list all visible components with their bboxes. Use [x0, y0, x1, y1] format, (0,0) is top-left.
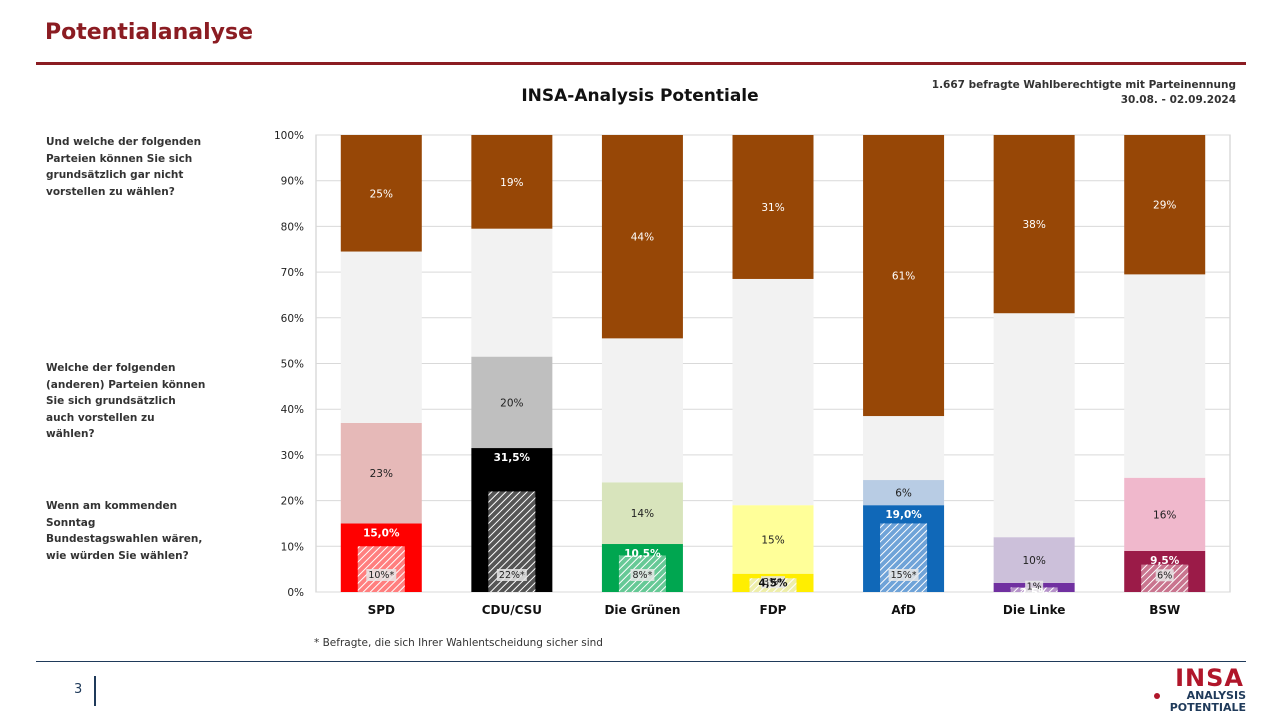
bar-potential-6: [1124, 477, 1206, 551]
vote-label-1: 31,5%: [494, 452, 531, 464]
potential-label-2: 14%: [631, 508, 654, 520]
bar-remainder-3: [732, 278, 814, 506]
question-potential: Welche der folgenden (anderen) Parteien …: [46, 362, 206, 440]
bar-not-vote-1: [471, 135, 553, 229]
sure-label-5: 1%: [1027, 582, 1042, 593]
survey-period-text: 30.08. - 02.09.2024: [1120, 94, 1236, 106]
x-category-label-5: Die Linke: [1003, 603, 1066, 617]
bar-remainder-5: [993, 313, 1075, 538]
y-tick-label: 50%: [281, 359, 304, 371]
not-vote-label-2: 44%: [631, 232, 654, 244]
sample-size-text: 1.667 befragte Wahlberechtigte mit Parte…: [931, 79, 1236, 91]
sure-label-bg-1: [496, 569, 527, 581]
bar-remainder-6: [1124, 274, 1206, 478]
y-tick-label: 70%: [281, 267, 304, 279]
bar-potential-2: [601, 482, 683, 545]
sure-label-3: 3%*: [763, 577, 783, 588]
page-number-bar: [94, 676, 96, 706]
vote-label-2: 10,5%: [624, 548, 661, 560]
sure-label-bg-0: [366, 569, 397, 581]
not-vote-label-3: 31%: [761, 202, 784, 214]
not-vote-label-5: 38%: [1022, 219, 1045, 231]
sure-label-4: 15%*: [891, 570, 917, 581]
bar-not-vote-2: [601, 135, 683, 339]
y-tick-label: 80%: [281, 221, 304, 233]
y-tick-label: 20%: [281, 496, 304, 508]
vote-label-5: 2,5%: [1020, 587, 1050, 599]
sure-label-6: 6%: [1157, 570, 1172, 581]
sure-label-0: 10%*: [368, 570, 394, 581]
y-tick-label: 100%: [274, 130, 304, 142]
potential-label-1: 20%: [500, 397, 523, 409]
sure-label-bg-2: [630, 569, 655, 581]
not-vote-label-4: 61%: [892, 271, 915, 283]
x-category-label-1: CDU/CSU: [482, 603, 542, 617]
x-category-label-2: Die Grünen: [604, 603, 680, 617]
x-category-label-6: BSW: [1149, 603, 1180, 617]
potential-label-0: 23%: [370, 468, 393, 480]
potential-label-4: 6%: [895, 488, 912, 500]
vote-label-0: 15,0%: [363, 527, 400, 539]
y-tick-label: 10%: [281, 541, 304, 553]
sure-label-bg-5: [1025, 580, 1044, 593]
not-vote-label-0: 25%: [370, 188, 393, 200]
bar-potential-3: [732, 505, 814, 574]
bar-not-vote-5: [993, 135, 1075, 314]
bar-remainder-0: [340, 251, 422, 423]
y-tick-label: 40%: [281, 404, 304, 416]
potential-label-6: 16%: [1153, 509, 1176, 521]
title-divider: [36, 62, 1246, 65]
bar-remainder-4: [863, 416, 945, 481]
page-number: 3: [74, 682, 83, 697]
sure-label-bg-6: [1155, 569, 1174, 582]
logo-subtitle-2: POTENTIALE: [1169, 701, 1246, 714]
vote-label-6: 9,5%: [1150, 555, 1180, 567]
page-title: Potentialanalyse: [45, 20, 254, 45]
potential-label-3: 15%: [761, 534, 784, 546]
not-vote-label-1: 19%: [500, 177, 523, 189]
x-category-label-0: SPD: [368, 603, 395, 617]
bar-remainder-1: [471, 228, 553, 357]
chart-title: INSA-Analysis Potentiale: [521, 86, 759, 106]
sure-label-bg-4: [888, 569, 919, 581]
x-category-label-4: AfD: [891, 603, 916, 617]
bar-potential-0: [340, 422, 422, 524]
logo-dot-icon: [1154, 693, 1160, 699]
bar-potential-1: [471, 356, 553, 449]
logo-subtitle-1: ANALYSIS: [1186, 689, 1246, 702]
bar-remainder-2: [601, 338, 683, 483]
x-category-label-3: FDP: [760, 603, 787, 617]
footnote: * Befragte, die sich Ihrer Wahlentscheid…: [314, 637, 603, 649]
sure-label-1: 22%*: [499, 570, 525, 581]
y-tick-label: 0%: [287, 587, 304, 599]
insa-logo: INSA ANALYSIS POTENTIALE: [1140, 664, 1250, 716]
question-not-vote: Und welche der folgenden Parteien können…: [46, 136, 202, 198]
y-tick-label: 30%: [281, 450, 304, 462]
bar-not-vote-4: [863, 135, 945, 417]
not-vote-label-6: 29%: [1153, 200, 1176, 212]
vote-label-4: 19,0%: [885, 509, 922, 521]
sure-label-2: 8%*: [633, 570, 653, 581]
vote-label-3: 4,5%: [758, 578, 788, 590]
bar-potential-5: [993, 537, 1075, 583]
y-tick-label: 90%: [281, 176, 304, 188]
sample-info: 1.667 befragte Wahlberechtigte mit Parte…: [932, 78, 1236, 108]
bar-not-vote-3: [732, 135, 814, 279]
question-vote-intention: Wenn am kommenden Sonntag Bundestagswahl…: [46, 500, 203, 562]
bar-not-vote-6: [1124, 135, 1206, 275]
bar-potential-4: [863, 480, 945, 506]
footer-divider: [36, 661, 1246, 662]
y-tick-label: 60%: [281, 313, 304, 325]
bar-sure-hatch-4: [880, 523, 928, 592]
logo-word: INSA: [1175, 664, 1244, 692]
potential-label-5: 10%: [1022, 555, 1045, 567]
sure-label-bg-3: [761, 576, 785, 589]
bar-not-vote-0: [340, 135, 422, 252]
